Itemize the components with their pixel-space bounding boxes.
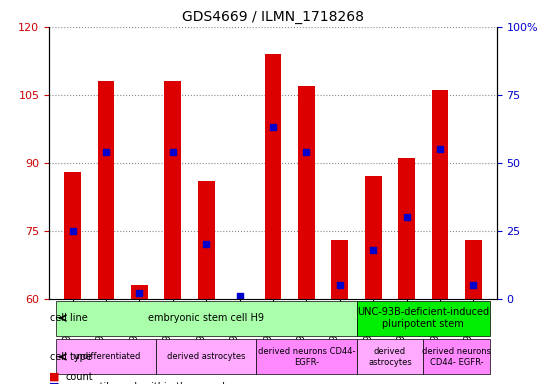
Point bbox=[202, 241, 211, 247]
Point bbox=[135, 290, 144, 296]
Text: count: count bbox=[66, 372, 93, 382]
FancyBboxPatch shape bbox=[357, 339, 423, 374]
Point bbox=[269, 124, 277, 131]
Point bbox=[302, 149, 311, 155]
Point bbox=[436, 146, 444, 152]
Point bbox=[469, 282, 478, 288]
FancyBboxPatch shape bbox=[357, 301, 490, 336]
Point bbox=[168, 149, 177, 155]
Text: ■: ■ bbox=[49, 372, 60, 382]
Bar bbox=[64, 172, 81, 299]
Point bbox=[369, 247, 378, 253]
Point bbox=[235, 293, 244, 299]
Bar bbox=[131, 285, 148, 299]
FancyBboxPatch shape bbox=[56, 301, 357, 336]
Point bbox=[102, 149, 110, 155]
Text: cell line: cell line bbox=[50, 313, 87, 323]
Bar bbox=[365, 176, 382, 299]
Text: derived
astrocytes: derived astrocytes bbox=[368, 347, 412, 367]
FancyBboxPatch shape bbox=[423, 339, 490, 374]
Text: derived astrocytes: derived astrocytes bbox=[167, 353, 245, 361]
Title: GDS4669 / ILMN_1718268: GDS4669 / ILMN_1718268 bbox=[182, 10, 364, 25]
Bar bbox=[465, 240, 482, 299]
Text: derived neurons
CD44- EGFR-: derived neurons CD44- EGFR- bbox=[422, 347, 491, 367]
Text: ■: ■ bbox=[49, 382, 60, 384]
Point bbox=[335, 282, 344, 288]
Bar bbox=[164, 81, 181, 299]
Text: UNC-93B-deficient-induced
pluripotent stem: UNC-93B-deficient-induced pluripotent st… bbox=[357, 307, 489, 329]
Point bbox=[68, 228, 77, 234]
Bar bbox=[298, 86, 314, 299]
Bar bbox=[265, 54, 281, 299]
FancyBboxPatch shape bbox=[256, 339, 357, 374]
Bar bbox=[432, 90, 448, 299]
Bar bbox=[331, 240, 348, 299]
Point bbox=[402, 214, 411, 220]
Bar bbox=[398, 158, 415, 299]
Text: undifferentiated: undifferentiated bbox=[72, 353, 140, 361]
FancyBboxPatch shape bbox=[56, 339, 156, 374]
Text: percentile rank within the sample: percentile rank within the sample bbox=[66, 382, 230, 384]
Text: embryonic stem cell H9: embryonic stem cell H9 bbox=[148, 313, 264, 323]
Text: cell type: cell type bbox=[50, 352, 92, 362]
Bar bbox=[198, 181, 215, 299]
FancyBboxPatch shape bbox=[156, 339, 256, 374]
Bar bbox=[98, 81, 114, 299]
Text: derived neurons CD44-
EGFR-: derived neurons CD44- EGFR- bbox=[258, 347, 355, 367]
